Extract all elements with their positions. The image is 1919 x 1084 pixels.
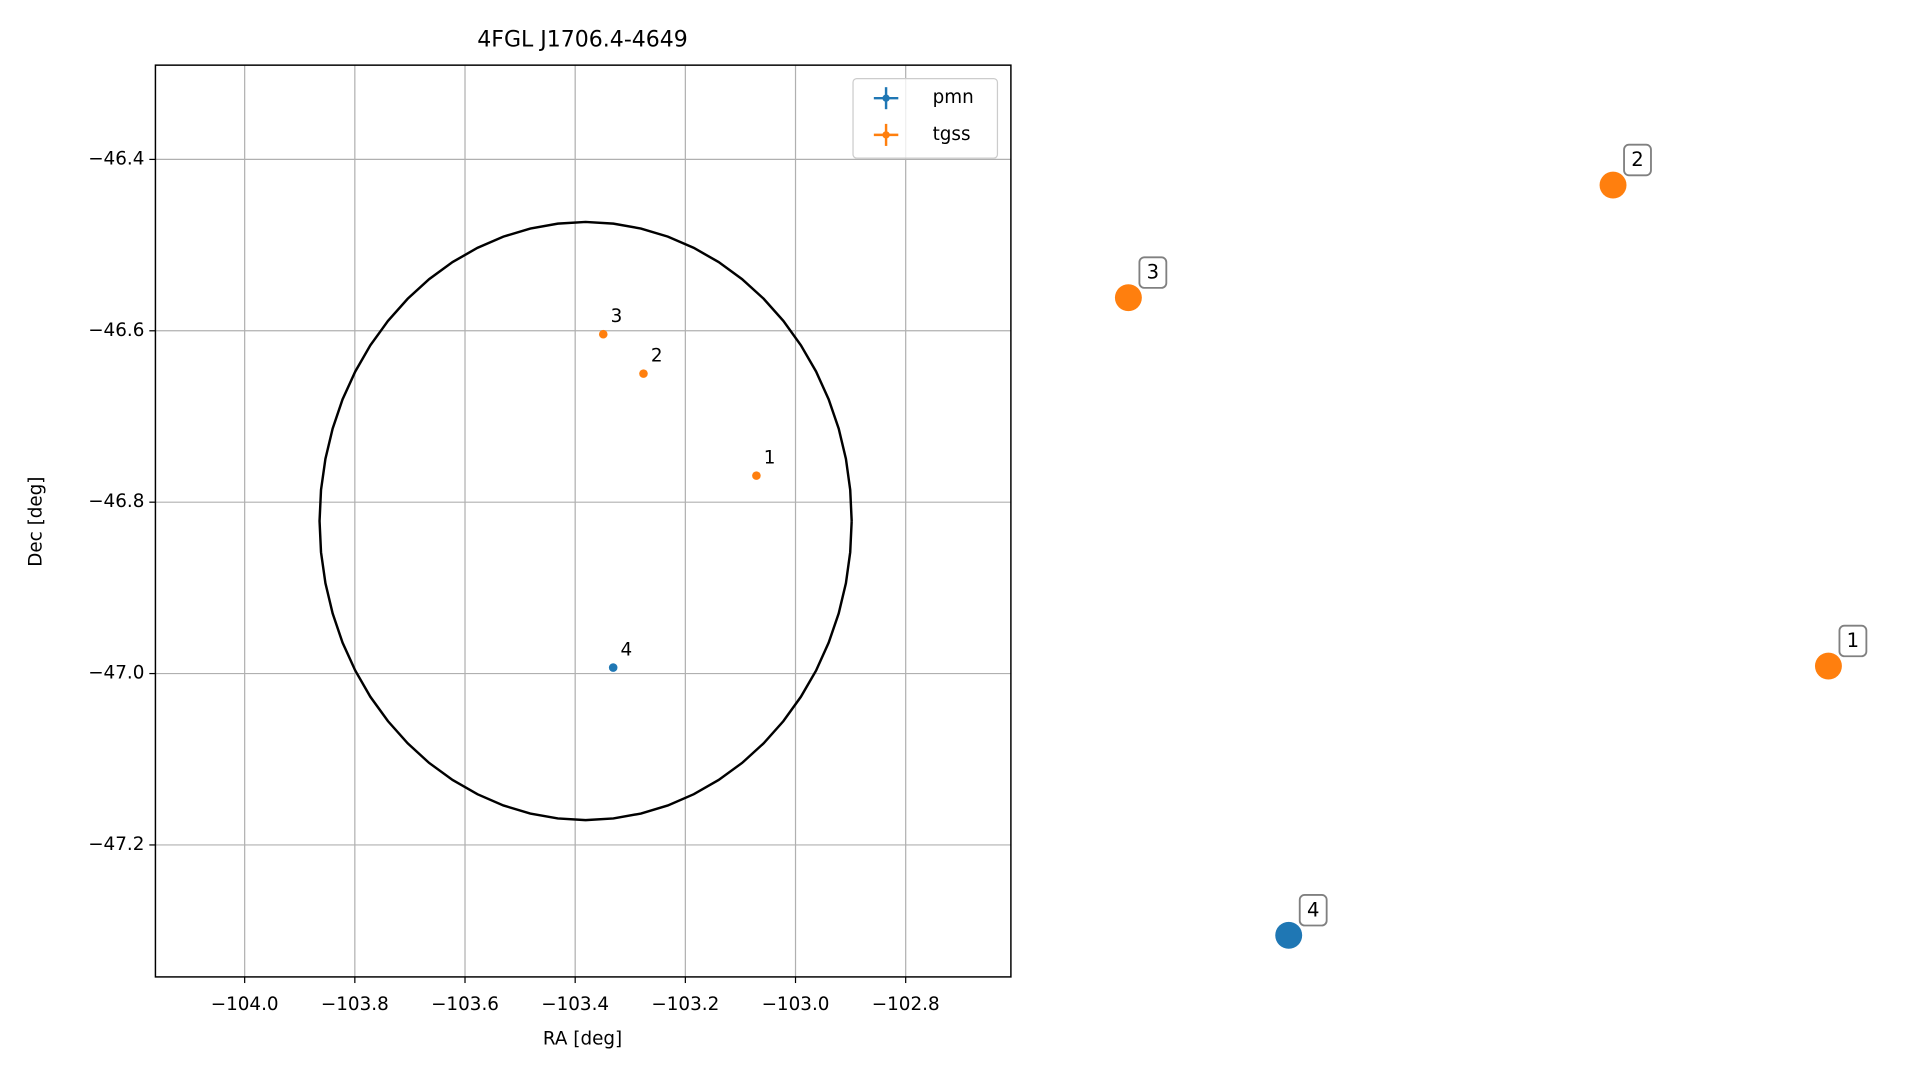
- point-label: 2: [651, 346, 663, 367]
- point: [639, 369, 648, 378]
- point: [608, 663, 618, 672]
- y-tick-label: −46.8: [88, 491, 144, 512]
- plot-frame: [154, 64, 1012, 978]
- x-tick-label: −103.0: [762, 994, 830, 1015]
- source-label: 3: [1147, 261, 1159, 284]
- legend-box: [852, 77, 999, 159]
- y-tick-label: −47.0: [88, 663, 144, 684]
- legend-label: tgss: [933, 124, 971, 145]
- error-ellipse: [318, 220, 853, 822]
- point-label: 1: [764, 447, 776, 468]
- x-tick-label: −104.0: [211, 994, 279, 1015]
- point-label: 3: [611, 306, 623, 327]
- legend-label: pmn: [933, 87, 974, 108]
- point: [598, 329, 608, 339]
- legend-marker: [882, 94, 890, 102]
- x-tick-label: −103.8: [321, 994, 389, 1015]
- source-marker: [1814, 652, 1842, 680]
- point: [752, 471, 761, 480]
- legend-marker: [882, 131, 890, 139]
- x-axis-label: RA [deg]: [543, 1028, 622, 1049]
- point-label: 4: [621, 639, 633, 660]
- source-label-box: [1138, 256, 1168, 289]
- source-marker: [1275, 921, 1303, 949]
- source-label: 4: [1307, 898, 1319, 921]
- source-label-box: [1623, 143, 1652, 177]
- y-axis-label: Dec [deg]: [26, 477, 47, 567]
- x-tick-label: −103.2: [651, 994, 719, 1015]
- source-marker: [1114, 284, 1142, 312]
- source-label-box: [1298, 893, 1328, 927]
- source-label: 1: [1847, 629, 1859, 652]
- x-tick-label: −102.8: [872, 994, 940, 1015]
- source-marker: [1599, 171, 1627, 199]
- y-tick-label: −46.6: [88, 320, 144, 341]
- y-tick-label: −47.2: [88, 834, 144, 855]
- x-tick-label: −103.6: [431, 994, 499, 1015]
- source-label: 2: [1631, 148, 1643, 171]
- x-tick-label: −103.4: [541, 994, 609, 1015]
- chart-title: 4FGL J1706.4-4649: [477, 28, 688, 53]
- y-tick-label: −46.4: [88, 148, 144, 169]
- source-label-box: [1838, 624, 1868, 658]
